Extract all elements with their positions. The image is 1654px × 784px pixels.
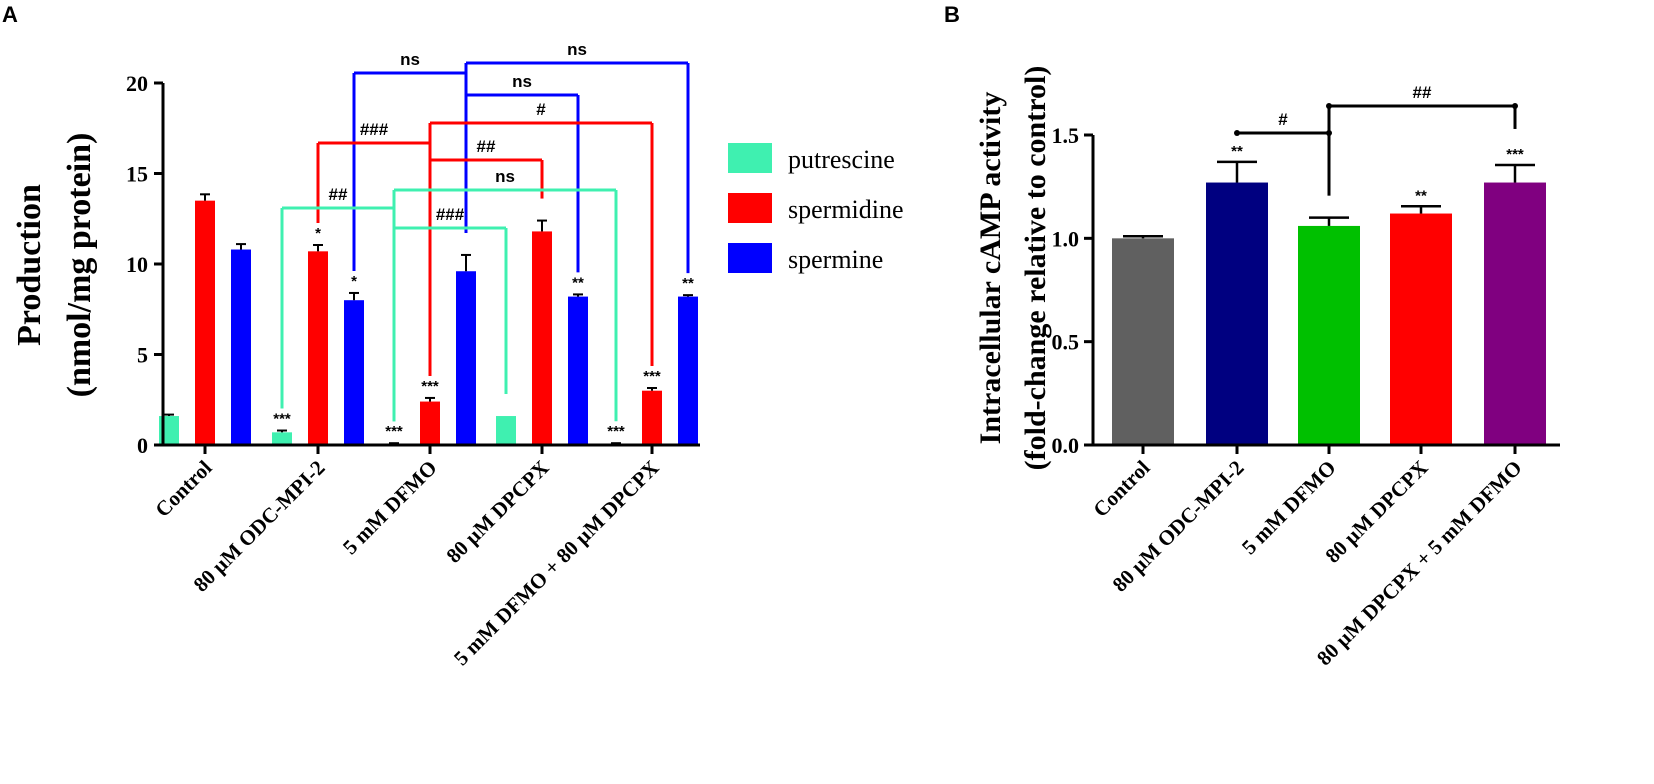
panel-b-comparison-dot-end-1	[1512, 103, 1518, 109]
panel-b-category-4: 80 µM DPCPX + 5 mM DFMO	[1312, 456, 1527, 671]
legend-swatch-putrescine	[728, 143, 772, 173]
panel-b-ytick-label-0.5: 0.5	[1052, 330, 1080, 355]
legend-label-putrescine: putrescine	[788, 145, 895, 174]
panel-a-category-0: Control	[150, 455, 216, 521]
sig-spermine-4: **	[682, 275, 694, 292]
legend-label-spermidine: spermidine	[788, 195, 904, 224]
panel-a-ytick-label-10: 10	[126, 252, 148, 277]
sig-putrescine-1: ***	[273, 411, 291, 428]
panel-b-category-2: 5 mM DFMO	[1237, 456, 1341, 560]
sig-spermidine-1: *	[315, 225, 321, 242]
panel-b-sig-3: **	[1415, 187, 1427, 204]
panel-b-ylabel-2: (fold-change relative to control)	[1019, 66, 1052, 471]
bar-spermidine-0	[195, 200, 215, 445]
panel-b-bar-0	[1112, 238, 1174, 445]
panel-b-bar-3	[1390, 213, 1452, 445]
panel-b-bar-2	[1298, 225, 1360, 445]
comparison-label-0: ns	[400, 50, 420, 69]
comparison-label-6: ##	[329, 185, 348, 204]
legend: putrescine spermidine spermine	[728, 143, 904, 274]
panel-a-category-3: 80 µM DPCPX	[441, 456, 553, 568]
comparison-label-1: ns	[567, 40, 587, 59]
comparison-label-5: ##	[477, 137, 496, 156]
panel-b-comparison-label-1: ##	[1413, 83, 1432, 102]
bar-spermidine-2	[420, 401, 440, 445]
bar-spermidine-3	[532, 231, 552, 445]
panel-label-a: A	[2, 2, 18, 27]
bar-spermine-0	[231, 249, 251, 445]
legend-label-spermine: spermine	[788, 245, 883, 274]
sig-putrescine-4: ***	[607, 423, 625, 440]
bar-spermine-4	[678, 296, 698, 445]
panel-b-bar-1	[1206, 182, 1268, 446]
panel-a-ytick-label-15: 15	[126, 162, 148, 187]
panel-b-sig-4: ***	[1506, 146, 1524, 163]
panel-a-ytick-label-20: 20	[126, 71, 148, 96]
sig-spermine-1: *	[351, 273, 357, 290]
panel-a-ylabel-2: (nmol/mg protein)	[61, 133, 98, 398]
panel-b-ylabel-1: Intracellular cAMP activity	[974, 92, 1007, 445]
panel-a-category-2: 5 mM DFMO	[338, 456, 442, 560]
bar-spermine-3	[568, 296, 588, 445]
comparison-label-7: ns	[495, 167, 515, 186]
legend-swatch-spermidine	[728, 193, 772, 223]
panel-b-category-0: Control	[1088, 455, 1154, 521]
bar-spermidine-1	[308, 251, 328, 445]
bar-putrescine-1	[272, 432, 292, 445]
comparison-label-8: ###	[436, 205, 465, 224]
panel-b-comparison-dot-start-0	[1234, 130, 1240, 136]
panel-b-bar-4	[1484, 182, 1546, 446]
panel-b-ytick-label-1.0: 1.0	[1052, 226, 1080, 251]
comparison-label-3: ###	[360, 120, 389, 139]
panel-a-ylabel-1: Production	[11, 184, 48, 346]
panel-b-ytick-label-0.0: 0.0	[1052, 433, 1080, 458]
bar-spermine-2	[456, 271, 476, 445]
panel-b-comparison-label-0: #	[1278, 110, 1288, 129]
comparison-label-2: ns	[512, 72, 532, 91]
comparison-label-4: #	[536, 100, 546, 119]
legend-swatch-spermine	[728, 243, 772, 273]
panel-a-category-4: 5 mM DFMO + 80 µM DPCPX	[449, 456, 664, 671]
panel-b-ytick-label-1.5: 1.5	[1052, 123, 1080, 148]
bar-spermidine-4	[642, 390, 662, 445]
panel-label-b: B	[944, 2, 960, 27]
sig-putrescine-2: ***	[385, 423, 403, 440]
sig-spermine-3: **	[572, 274, 584, 291]
bar-putrescine-3	[496, 416, 516, 445]
panel-b-sig-1: **	[1231, 143, 1243, 160]
panel-a-ytick-label-5: 5	[137, 343, 148, 368]
panel-a-ytick-label-0: 0	[137, 433, 148, 458]
bar-spermine-1	[344, 300, 364, 445]
sig-spermidine-2: ***	[421, 378, 439, 395]
sig-spermidine-4: ***	[643, 368, 661, 385]
